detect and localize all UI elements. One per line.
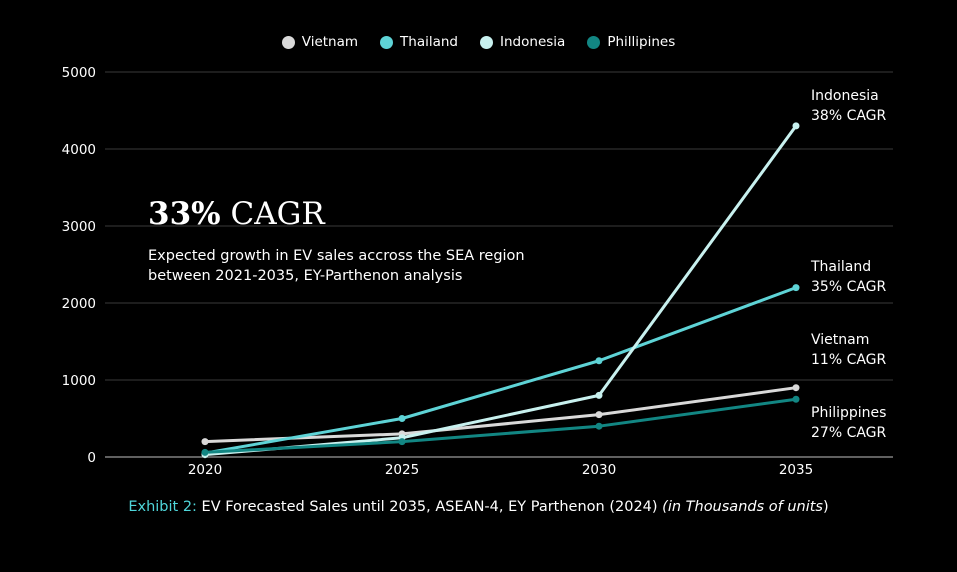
series-line-indonesia — [204, 125, 798, 457]
caption-units: (in Thousands of units — [662, 499, 823, 515]
legend-label: Vietnam — [301, 34, 359, 50]
legend-item: Indonesia — [480, 34, 565, 50]
annotation-country: Thailand — [811, 259, 872, 275]
y-tick-label: 5000 — [62, 65, 96, 81]
data-point-phillipines — [595, 422, 603, 430]
legend-label: Indonesia — [500, 34, 566, 50]
legend-item: Phillipines — [587, 34, 675, 50]
legend-label: Thailand — [400, 34, 459, 50]
chart-legend: Vietnam Thailand Indonesia Phillipines — [0, 34, 957, 50]
legend-item: Vietnam — [281, 34, 359, 50]
annotation-cagr: 38% CAGR — [811, 108, 887, 124]
annotation-country: Indonesia — [811, 88, 879, 104]
data-point-vietnam — [201, 438, 209, 446]
annotation-country: Vietnam — [811, 332, 870, 348]
annotation-country: Philippines — [811, 405, 887, 421]
headline-number: 33% — [148, 196, 221, 232]
cagr-annotation: Philippines 27% CAGR — [811, 403, 886, 443]
legend-marker — [480, 35, 494, 49]
headline-unit: CAGR — [230, 196, 325, 232]
caption-close: ) — [822, 499, 829, 515]
data-point-phillipines — [792, 395, 800, 403]
legend-marker — [281, 35, 295, 49]
series-line-vietnam — [204, 386, 797, 444]
x-tick-label: 2020 — [188, 462, 222, 478]
data-point-vietnam — [792, 384, 800, 392]
data-point-vietnam — [595, 411, 603, 419]
data-point-indonesia — [595, 391, 603, 399]
y-tick-label: 4000 — [62, 142, 96, 158]
exhibit-label: Exhibit 2: — [128, 499, 197, 515]
x-tick-label: 2025 — [385, 462, 419, 478]
data-point-indonesia — [792, 122, 800, 130]
headline-subtitle: Expected growth in EV sales accross the … — [148, 248, 525, 284]
cagr-annotation: Thailand 35% CAGR — [811, 257, 886, 297]
legend-item: Thailand — [380, 34, 458, 50]
annotation-cagr: 11% CAGR — [811, 352, 887, 368]
exhibit-caption: Exhibit 2: EV Forecasted Sales until 203… — [0, 499, 957, 515]
caption-text: EV Forecasted Sales until 2035, ASEAN-4,… — [196, 499, 663, 515]
legend-marker — [587, 35, 601, 49]
data-point-thailand — [398, 415, 406, 422]
cagr-annotation: Vietnam 11% CAGR — [811, 330, 886, 370]
legend-label: Phillipines — [607, 34, 676, 50]
x-tick-label: 2035 — [779, 462, 813, 478]
data-point-thailand — [792, 284, 800, 292]
y-tick-label: 2000 — [62, 296, 96, 312]
data-point-phillipines — [201, 448, 209, 456]
y-tick-label: 3000 — [62, 219, 96, 235]
data-point-thailand — [595, 357, 603, 365]
legend-marker — [380, 35, 394, 49]
y-tick-label: 0 — [87, 450, 96, 466]
annotation-cagr: 27% CAGR — [811, 425, 887, 441]
annotation-cagr: 35% CAGR — [811, 279, 887, 295]
y-tick-label: 1000 — [62, 373, 96, 389]
x-tick-label: 2030 — [582, 462, 616, 478]
data-point-phillipines — [398, 438, 406, 446]
series-line-phillipines — [204, 397, 797, 454]
series-line-thailand — [204, 286, 797, 455]
headline: 33% CAGR — [148, 196, 325, 232]
cagr-annotation: Indonesia 38% CAGR — [811, 86, 886, 126]
